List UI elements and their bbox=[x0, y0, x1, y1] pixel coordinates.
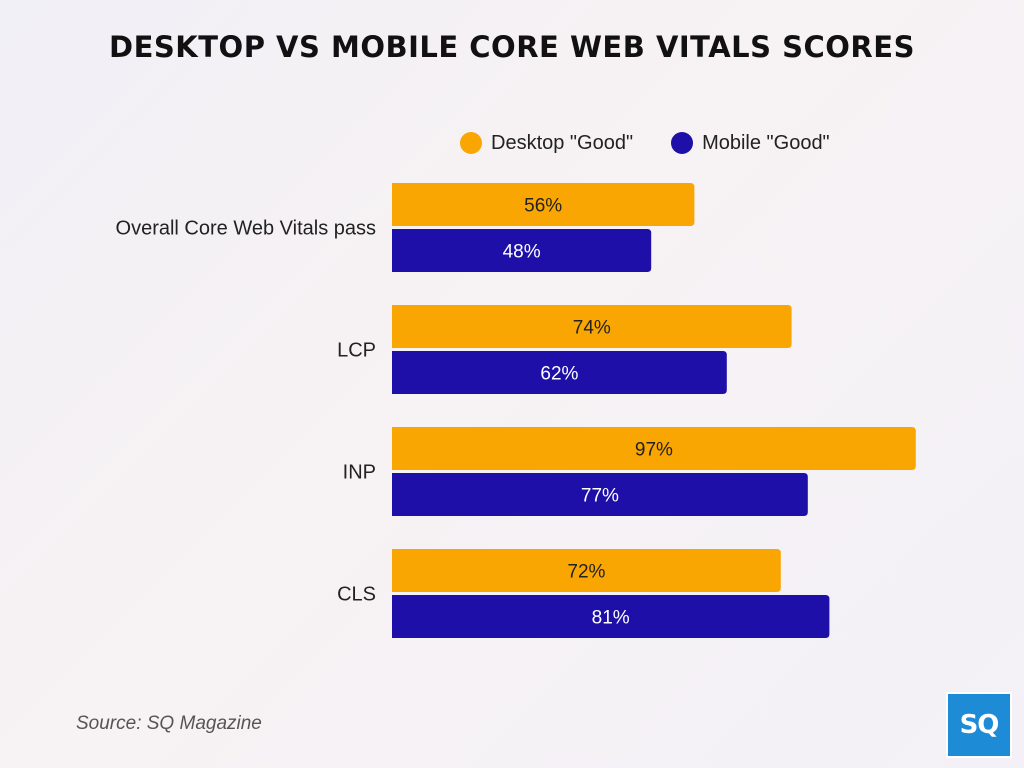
bar-value-label-desktop: 97% bbox=[635, 440, 673, 461]
bar-value-label-mobile: 81% bbox=[592, 608, 630, 629]
category-label: INP bbox=[343, 462, 376, 484]
bar-value-label-mobile: 62% bbox=[540, 364, 578, 385]
bar-mobile bbox=[392, 595, 830, 638]
legend-label-mobile: Mobile "Good" bbox=[702, 131, 830, 154]
legend-label-desktop: Desktop "Good" bbox=[491, 131, 634, 154]
legend-item-mobile: Mobile "Good" bbox=[671, 132, 830, 155]
source-note: Source: SQ Magazine bbox=[76, 713, 262, 734]
bar-desktop bbox=[392, 427, 916, 470]
category-label: LCP bbox=[337, 340, 376, 362]
bar-value-label-mobile: 48% bbox=[503, 242, 541, 263]
legend-item-desktop: Desktop "Good" bbox=[460, 132, 633, 155]
sq-logo: SQ bbox=[946, 692, 1012, 758]
bar-mobile bbox=[392, 351, 727, 394]
bar-desktop bbox=[392, 305, 792, 348]
bar-mobile bbox=[392, 229, 652, 272]
bar-desktop bbox=[392, 183, 695, 226]
logo-text: SQ bbox=[959, 710, 1000, 740]
category-label: Overall Core Web Vitals pass bbox=[116, 218, 376, 240]
bar-value-label-desktop: 72% bbox=[567, 562, 605, 583]
bar-value-label-desktop: 74% bbox=[573, 318, 611, 339]
legend-swatch-mobile bbox=[671, 132, 694, 154]
bar-desktop bbox=[392, 549, 781, 592]
legend-swatch-desktop bbox=[460, 132, 482, 154]
bar-value-label-desktop: 56% bbox=[524, 196, 562, 217]
bar-value-label-mobile: 77% bbox=[581, 486, 619, 507]
chart-legend: Desktop "Good" Mobile "Good" bbox=[460, 130, 868, 156]
category-label: CLS bbox=[337, 584, 376, 606]
bar-mobile bbox=[392, 473, 808, 516]
chart-title: DESKTOP VS MOBILE CORE WEB VITALS SCORES bbox=[109, 30, 915, 64]
